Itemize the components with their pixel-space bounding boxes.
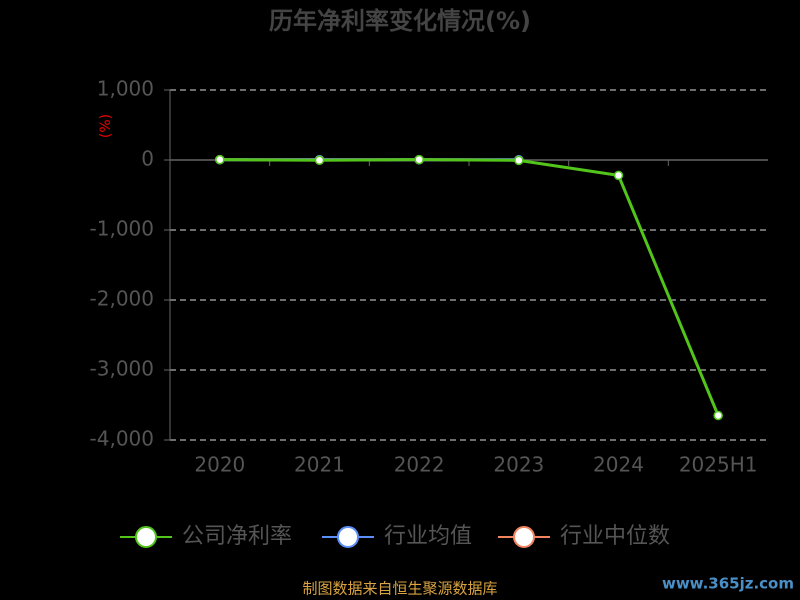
data-point [514, 155, 524, 166]
data-point [414, 154, 424, 165]
watermark: www.365jz.com [662, 575, 794, 593]
x-tick-label: 2023 [493, 453, 544, 477]
source-note: 制图数据来自恒生聚源数据库 [302, 580, 497, 598]
y-tick-label: -1,000 [90, 217, 154, 241]
y-axis-label: (%) [98, 114, 114, 138]
chart-title: 历年净利率变化情况(%) [269, 7, 531, 35]
y-tick-label: -4,000 [90, 427, 154, 451]
legend-label: 行业均值 [384, 524, 472, 549]
data-point [713, 410, 723, 421]
legend-label: 行业中位数 [560, 524, 670, 549]
y-tick-label: 1,000 [97, 77, 154, 101]
y-tick-label: 0 [141, 147, 154, 171]
legend-marker [135, 526, 157, 548]
legend-marker [513, 526, 535, 548]
legend-marker [337, 526, 359, 548]
y-tick-label: -3,000 [90, 357, 154, 381]
data-point [314, 155, 325, 165]
y-tick-label: -2,000 [90, 287, 154, 311]
x-tick-label: 2020 [194, 453, 245, 477]
x-tick-label: 2022 [394, 453, 445, 477]
series-line [219, 158, 720, 417]
data-point [613, 170, 624, 181]
legend-label: 公司净利率 [182, 524, 292, 549]
x-tick-label: 2025H1 [679, 453, 758, 477]
x-tick-label: 2024 [593, 453, 644, 477]
x-tick-label: 2021 [294, 453, 345, 477]
data-point [215, 154, 225, 165]
